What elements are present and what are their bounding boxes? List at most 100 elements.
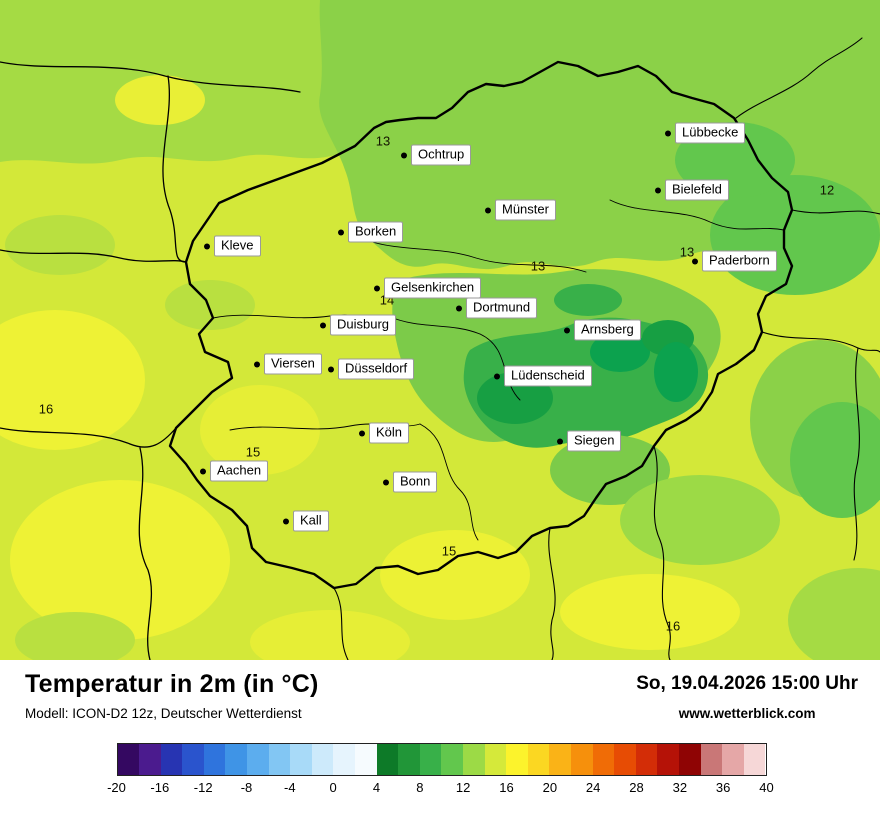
legend-color-segment — [182, 744, 204, 775]
city-marker-borken: Borken — [338, 221, 404, 243]
city-label: Kleve — [214, 235, 261, 257]
map-terrain — [0, 0, 880, 660]
city-marker-ochtrup: Ochtrup — [401, 144, 472, 166]
city-marker-luedenscheid: Lüdenscheid — [494, 365, 592, 387]
legend-color-segment — [678, 744, 701, 775]
city-marker-muenster: Münster — [485, 199, 556, 221]
legend-color-segment — [441, 744, 463, 775]
legend-color-segment — [333, 744, 356, 775]
legend-color-segment — [722, 744, 744, 775]
legend-color-segment — [592, 744, 615, 775]
legend-color-segment — [527, 744, 550, 775]
legend-color-segment — [549, 744, 571, 775]
legend-tick-label: 20 — [542, 780, 558, 795]
temp-value-label: 16 — [38, 401, 54, 417]
city-marker-arnsberg: Arnsberg — [564, 319, 641, 341]
legend-color-segment — [635, 744, 658, 775]
city-label: Lüdenscheid — [504, 365, 592, 387]
legend-color-segment — [419, 744, 442, 775]
city-dot — [328, 366, 334, 372]
city-marker-siegen: Siegen — [557, 430, 622, 452]
city-marker-kleve: Kleve — [204, 235, 261, 257]
city-dot — [359, 430, 365, 436]
legend-color-segment — [290, 744, 312, 775]
website-label: www.wetterblick.com — [678, 706, 816, 721]
city-marker-kall: Kall — [283, 510, 329, 532]
legend-tick-label: 40 — [759, 780, 774, 795]
city-dot — [338, 229, 344, 235]
temperature-legend: -20 -16 -12 -8 -4 0 4 8 12 16 20 24 28 32 36 40 — [107, 743, 774, 798]
legend-color-segment — [268, 744, 291, 775]
legend-tick-label: 36 — [715, 780, 731, 795]
city-marker-koeln: Köln — [359, 422, 410, 444]
legend-color-segment — [484, 744, 507, 775]
temp-value-label: 15 — [245, 444, 261, 460]
legend-tick-label: 4 — [372, 780, 381, 795]
legend-color-segment — [614, 744, 636, 775]
city-dot — [204, 243, 210, 249]
city-dot — [665, 130, 671, 136]
temp-value-label: 16 — [665, 618, 681, 634]
city-label: Duisburg — [330, 314, 397, 336]
legend-color-segment — [247, 744, 269, 775]
city-dot — [283, 518, 289, 524]
map-title: Temperatur in 2m (in °C) — [25, 670, 319, 698]
city-dot — [485, 207, 491, 213]
legend-tick-label: -20 — [107, 780, 126, 795]
city-label: Düsseldorf — [338, 358, 415, 380]
city-label: Paderborn — [702, 250, 777, 272]
legend-color-segment — [463, 744, 485, 775]
legend-color-segment — [743, 744, 766, 775]
temp-value-label: 13 — [530, 258, 546, 274]
city-label: Borken — [348, 221, 404, 243]
city-dot — [254, 361, 260, 367]
city-dot — [494, 373, 500, 379]
city-label: Münster — [495, 199, 556, 221]
legend-tick-label: -16 — [150, 780, 170, 795]
city-label: Lübbecke — [675, 122, 746, 144]
city-marker-aachen: Aachen — [200, 460, 269, 482]
city-dot — [401, 152, 407, 158]
city-label: Bonn — [393, 471, 438, 493]
legend-tick-label: 28 — [629, 780, 644, 795]
city-dot — [564, 327, 570, 333]
city-label: Ochtrup — [411, 144, 472, 166]
city-label: Dortmund — [466, 297, 538, 319]
city-label: Köln — [369, 422, 410, 444]
legend-color-segment — [311, 744, 334, 775]
legend-color-segment — [657, 744, 679, 775]
legend-tick-label: 24 — [585, 780, 601, 795]
legend-color-segment — [506, 744, 528, 775]
city-label: Gelsenkirchen — [384, 277, 482, 299]
legend-color-segment — [139, 744, 161, 775]
legend-color-segment — [160, 744, 183, 775]
legend-tick-label: -8 — [240, 780, 253, 795]
city-dot — [200, 468, 206, 474]
city-dot — [320, 322, 326, 328]
city-marker-duisburg: Duisburg — [320, 314, 397, 336]
city-label: Siegen — [567, 430, 622, 452]
city-marker-viersen: Viersen — [254, 353, 322, 375]
legend-color-segment — [117, 744, 140, 775]
legend-colorbar — [116, 743, 767, 776]
legend-color-segment — [376, 744, 399, 775]
map-footer: Temperatur in 2m (in °C) Modell: ICON-D2… — [0, 660, 880, 830]
legend-tick-label: 16 — [499, 780, 514, 795]
legend-tick-label: -4 — [284, 780, 296, 795]
model-info: Modell: ICON-D2 12z, Deutscher Wetterdie… — [25, 706, 302, 721]
legend-color-segment — [398, 744, 420, 775]
legend-color-segment — [225, 744, 248, 775]
legend-color-segment — [355, 744, 377, 775]
temperature-map: 13 12 13 13 14 16 15 15 16 Lübbecke Ochtrup Bielef… — [0, 0, 880, 660]
city-marker-paderborn: Paderborn — [692, 250, 777, 272]
legend-tick-label: 32 — [672, 780, 688, 795]
city-dot — [456, 305, 462, 311]
map-datetime: So, 19.04.2026 15:00 Uhr — [636, 673, 858, 694]
city-label: Arnsberg — [574, 319, 641, 341]
legend-tick-row: -20 -16 -12 -8 -4 0 4 8 12 16 20 24 28 32 36 40 — [107, 780, 774, 798]
legend-tick-label: 0 — [329, 780, 337, 795]
city-marker-dortmund: Dortmund — [456, 297, 538, 319]
temp-value-label: 13 — [679, 244, 695, 260]
city-marker-gelsenkirchen: Gelsenkirchen — [374, 277, 482, 299]
